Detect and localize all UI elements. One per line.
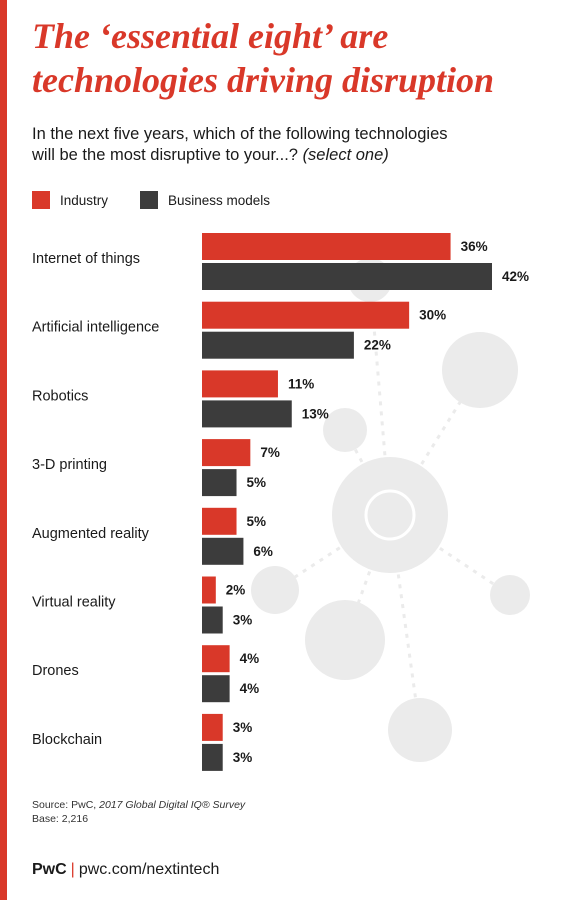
value-label-business-models-blockchain: 3% (233, 750, 253, 765)
bg-icon-circle (388, 698, 452, 762)
bar-industry-robotics (202, 370, 278, 398)
bar-industry-internet-of-things (202, 233, 451, 260)
bg-connector (388, 514, 422, 731)
category-label-blockchain: Blockchain (32, 732, 102, 748)
globe-icon (364, 489, 416, 541)
question-line-2: will be the most disruptive to your...? (32, 146, 298, 164)
category-label-internet-of-things: Internet of things (32, 251, 140, 267)
bar-industry-drones (202, 645, 230, 673)
category-label-artificial-intelligence: Artificial intelligence (32, 320, 159, 336)
page-title: The ‘essential eight’ are technologies d… (32, 14, 557, 102)
bar-business-models-drones (202, 675, 230, 703)
category-label-virtual-reality: Virtual reality (32, 595, 116, 611)
value-label-industry-blockchain: 3% (233, 720, 253, 735)
footer: PwC | pwc.com/nextintech (32, 861, 219, 879)
category-label-augmented-reality: Augmented reality (32, 526, 150, 542)
bar-industry-3-d-printing (202, 439, 251, 467)
question-line-1: In the next five years, which of the fol… (32, 125, 448, 143)
bar-business-models-virtual-reality (202, 606, 223, 634)
bar-chart: Internet of things 36% 42% Artificial intel… (32, 233, 530, 771)
category-label-3-d-printing: 3-D printing (32, 457, 107, 473)
legend-swatch-business-models (140, 191, 158, 209)
survey-question: In the next five years, which of the fol… (32, 124, 552, 166)
value-label-industry-augmented-reality: 5% (247, 514, 267, 529)
bg-connector (389, 513, 511, 597)
value-label-business-models-internet-of-things: 42% (502, 269, 529, 284)
bar-business-models-internet-of-things (202, 263, 492, 290)
value-label-business-models-augmented-reality: 6% (253, 544, 273, 559)
value-label-business-models-virtual-reality: 3% (233, 613, 253, 628)
value-label-industry-3-d-printing: 7% (260, 445, 280, 460)
bg-hub-circle (332, 457, 448, 573)
accent-rule (0, 0, 7, 900)
title-line-2: technologies driving disruption (32, 60, 495, 100)
bar-business-models-artificial-intelligence (202, 331, 354, 359)
legend-swatch-industry (32, 191, 50, 209)
question-line-2-wrap: will be the most disruptive to your...? … (32, 145, 552, 166)
bar-business-models-robotics (202, 400, 292, 428)
value-label-industry-robotics: 11% (288, 376, 314, 391)
bar-business-models-3-d-printing (202, 469, 237, 497)
legend-item-industry: Industry (32, 191, 108, 209)
bg-icon-circle (442, 332, 518, 408)
value-label-business-models-drones: 4% (240, 681, 260, 696)
bg-icon-circle (323, 408, 367, 452)
value-label-business-models-3-d-printing: 5% (247, 475, 267, 490)
footer-link[interactable]: pwc.com/nextintech (78, 861, 220, 878)
bar-industry-augmented-reality (202, 507, 237, 535)
question-emphasis: (select one) (302, 146, 389, 164)
legend-label-industry: Industry (60, 192, 109, 208)
base-line: Base: 2,216 (32, 813, 89, 825)
bg-icon-circle (490, 575, 530, 615)
source-title: 2017 Global Digital IQ® Survey (99, 799, 246, 811)
value-label-industry-artificial-intelligence: 30% (419, 308, 446, 323)
value-label-industry-virtual-reality: 2% (226, 583, 246, 598)
source-prefix: Source: PwC, (32, 799, 97, 811)
title-line-1: The ‘essential eight’ are (32, 16, 389, 56)
bar-business-models-augmented-reality (202, 537, 244, 565)
bar-business-models-blockchain (202, 743, 223, 771)
value-label-business-models-artificial-intelligence: 22% (364, 338, 391, 353)
bg-icon-circle (251, 566, 299, 614)
bar-industry-blockchain (202, 713, 223, 741)
source-note: Source: PwC, 2017 Global Digital IQ® Sur… (32, 798, 245, 826)
value-label-industry-drones: 4% (240, 651, 260, 666)
chart-marks: Internet of things 36% 42% Artificial intel… (32, 233, 529, 771)
bar-industry-artificial-intelligence (202, 301, 410, 329)
source-line: Source: PwC, 2017 Global Digital IQ® Sur… (32, 798, 245, 812)
footer-separator: | (70, 861, 75, 878)
value-label-business-models-robotics: 13% (302, 406, 329, 421)
bar-industry-virtual-reality (202, 576, 216, 604)
bg-icon-circle (305, 600, 385, 680)
brand-name: PwC (32, 861, 67, 878)
legend-label-business-models: Business models (168, 192, 271, 208)
value-label-industry-internet-of-things: 36% (461, 239, 488, 254)
legend-item-business-models: Business models (140, 191, 270, 209)
category-label-robotics: Robotics (32, 388, 88, 404)
category-label-drones: Drones (32, 663, 79, 679)
